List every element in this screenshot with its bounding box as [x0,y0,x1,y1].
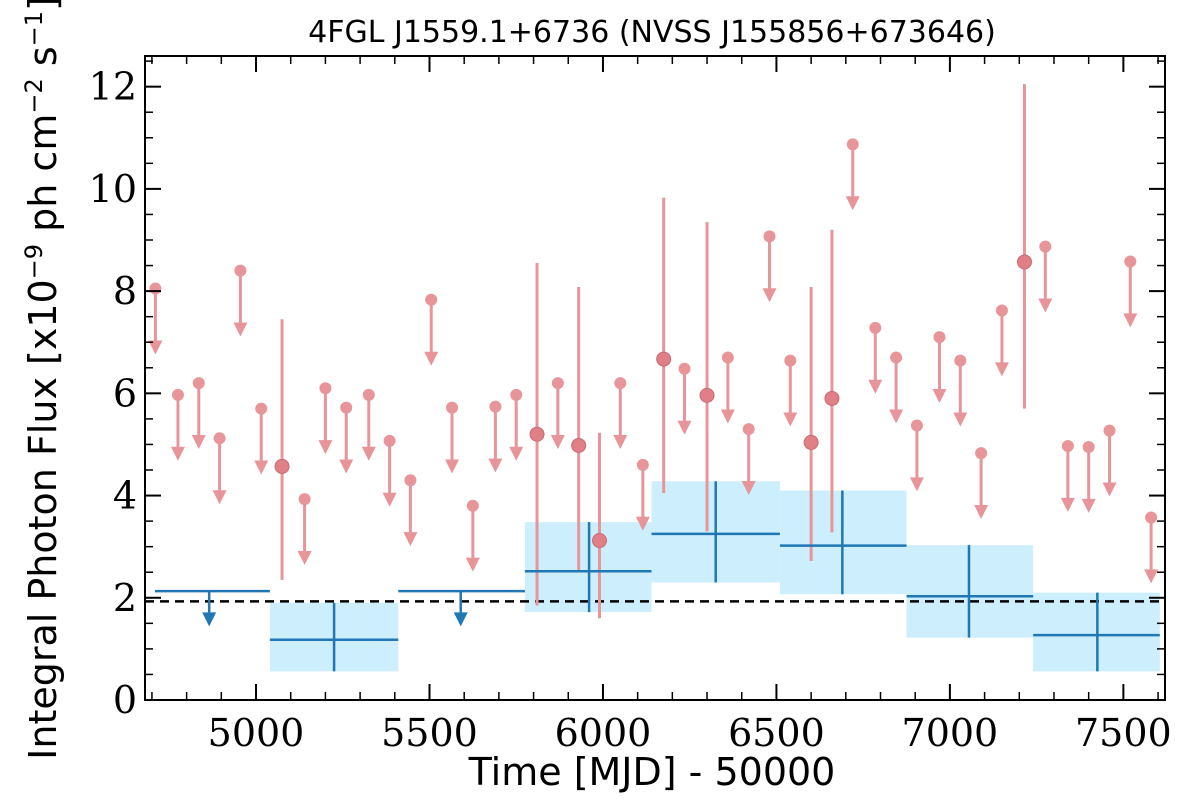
short-bin-upper-limit-25 [845,138,860,211]
y-axis-label-mid2: s [21,46,65,78]
long-bin-detection-3 [779,490,907,595]
y-tick-label-4: 4 [113,474,137,518]
chart-title: 4FGL J1559.1+6736 (NVSS J155856+673646) [308,15,996,50]
short-bin-detection-0 [274,319,290,580]
x-tick-label-7500: 7500 [1075,711,1172,755]
short-bin-upper-limit-8 [339,401,354,474]
short-bin-upper-limit-1 [170,388,185,461]
short-bin-upper-limit-14 [465,499,480,572]
short-bin-detection-5 [699,222,715,532]
y-axis-label-prefix: Integral Photon Flux [x10 [21,279,65,760]
short-bin-upper-limit-10 [382,434,397,507]
x-axis-label: Time [MJD] - 50000 [468,750,836,794]
long-bin-upper-limit-0 [155,589,270,627]
short-bin-upper-limit-34 [1060,439,1075,512]
short-bin-upper-limit-16 [509,388,524,461]
short-bin-upper-limit-30 [953,354,968,427]
short-bin-upper-limit-33 [1038,240,1053,313]
x-tick-label-6000: 6000 [555,711,652,755]
short-bin-detection-6 [803,287,819,561]
short-bin-upper-limit-27 [889,351,904,424]
short-bin-upper-limit-6 [297,493,312,566]
y-tick-label-12: 12 [89,65,137,109]
short-bin-upper-limit-0 [148,282,163,355]
short-bin-upper-limit-29 [932,331,947,403]
short-bin-upper-limit-7 [318,382,333,455]
short-bin-upper-limit-2 [191,377,206,449]
short-bin-upper-limit-37 [1123,255,1138,328]
short-bin-upper-limit-4 [233,264,248,337]
short-bin-upper-limit-17 [550,377,565,449]
short-bin-upper-limit-24 [783,354,798,427]
y-tick-label-6: 6 [113,371,137,415]
y-axis-label-exp2: −2 [20,78,48,113]
short-bin-upper-limit-36 [1102,424,1117,497]
y-axis-ticks: 0 2 4 6 8 10 12 [89,60,1165,722]
x-tick-label-5000: 5000 [208,711,305,755]
y-axis-label-exp1: −9 [20,244,48,279]
plot-area [144,55,1166,701]
long-bin-detection-4 [906,545,1034,638]
short-bin-upper-limit-13 [445,401,460,474]
short-bin-upper-limit-31 [974,447,989,520]
plot-frame [144,55,1166,701]
short-bin-upper-limit-32 [994,304,1009,377]
short-bin-upper-limit-28 [909,419,924,492]
long-bin-detection-1 [524,522,652,613]
short-bin-upper-limit-12 [424,293,439,366]
short-bin-upper-limit-21 [720,351,735,424]
long-bin-detection-5 [1033,592,1160,672]
x-tick-label-7000: 7000 [902,711,999,755]
short-bin-upper-limit-22 [741,423,756,495]
long-bin-detection-0 [269,602,399,672]
y-tick-label-2: 2 [113,576,137,620]
x-axis-ticks: 5000 5500 6000 6500 7000 7500 [151,56,1172,755]
short-bin-upper-limit-35 [1081,441,1096,513]
short-bin-detection-4 [656,197,672,493]
short-bin-upper-limit-23 [762,230,777,303]
y-axis-label-mid: ph cm [21,114,65,244]
short-bin-upper-limit-11 [403,474,418,547]
short-bin-detection-8 [1016,84,1032,409]
short-bin-upper-limit-15 [488,400,503,473]
short-bin-upper-limit-20 [677,362,692,435]
short-bin-detection-3 [591,432,607,619]
x-tick-label-5500: 5500 [381,711,478,755]
long-bin-detection-2 [651,481,780,583]
y-axis-label-exp3: −1 [20,11,48,46]
y-axis-label-suffix: ] [21,0,65,11]
short-bin-upper-limit-19 [635,458,650,531]
y-tick-label-10: 10 [89,167,137,211]
long-bin-upper-limit-1 [398,589,525,627]
short-bin-upper-limit-38 [1144,511,1159,584]
y-axis-label: Integral Photon Flux [x10−9 ph cm−2 s−1] [20,0,65,760]
short-bin-upper-limit-18 [613,377,628,449]
y-tick-label-0: 0 [113,678,137,722]
short-bin-upper-limit-26 [868,321,883,394]
y-tick-label-8: 8 [113,269,137,313]
short-bin-detection-7 [824,229,840,533]
short-bin-upper-limit-9 [361,388,376,461]
short-bin-upper-limit-3 [212,432,227,505]
short-bin-detection-1 [529,263,545,606]
short-bin-upper-limit-5 [254,402,269,475]
x-tick-label-6500: 6500 [728,711,825,755]
short-bin-detection-2 [571,287,587,573]
